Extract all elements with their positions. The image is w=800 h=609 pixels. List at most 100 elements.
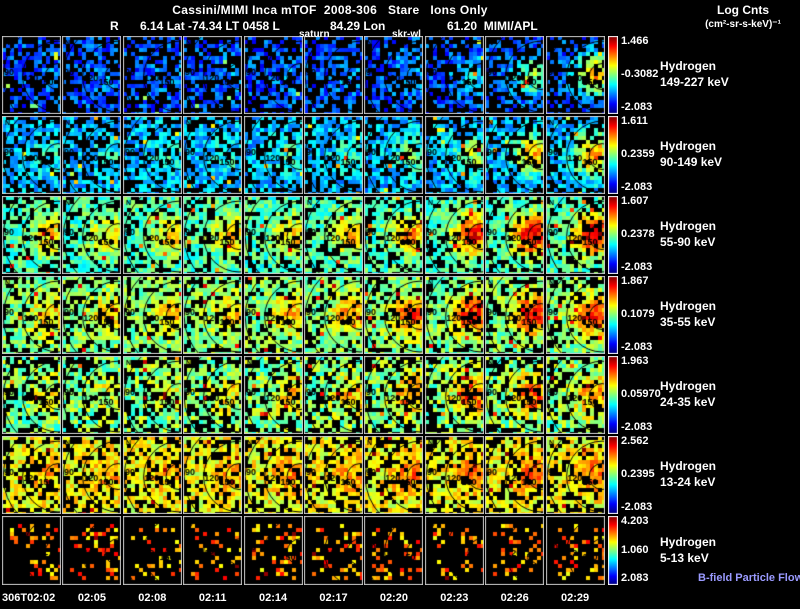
heatmap-panel <box>243 436 303 514</box>
heatmap-panel <box>364 36 424 114</box>
row-label-energy: 5-13 keV <box>660 550 709 565</box>
heatmap-panel <box>424 196 484 274</box>
heatmap-panel <box>485 356 545 434</box>
colorbar <box>608 516 618 585</box>
heatmap-panel <box>364 116 424 194</box>
heatmap-panel <box>243 36 303 114</box>
colorbar-max-label: 2.562 <box>621 435 649 447</box>
heatmap-panel <box>2 436 61 514</box>
row-label: Hydrogen 90-149 keV <box>660 138 722 170</box>
colorbar <box>608 116 618 194</box>
heatmap-panel <box>364 356 424 434</box>
row-label-species: Hydrogen <box>660 379 717 393</box>
heatmap-panel <box>485 276 545 354</box>
heatmap-panel <box>122 36 182 114</box>
colorbar-max-label: 1.963 <box>621 355 649 367</box>
row-label: Hydrogen 35-55 keV <box>660 298 716 330</box>
heatmap-panel <box>485 196 545 274</box>
heatmap-panel <box>2 36 61 114</box>
heatmap-panel <box>424 116 484 194</box>
colorbar-mid-label: 0.05970 <box>621 388 661 400</box>
row-label-energy: 90-149 keV <box>660 155 723 169</box>
heatmap-panel <box>424 436 484 514</box>
heatmap-panel <box>545 436 605 514</box>
colorbar-min-label: -2.083 <box>621 181 653 193</box>
heatmap-panel <box>2 276 61 354</box>
row-label: Hydrogen 5-13 keV <box>660 534 716 566</box>
heatmap-panel <box>243 196 303 274</box>
overlay-label-saturn: saturn <box>299 29 330 40</box>
page-title: Cassini/MIMI Inca mTOF 2008-306 Stare Io… <box>172 3 488 17</box>
heatmap-panel <box>424 276 484 354</box>
row-label-energy: 149-227 keV <box>660 75 729 89</box>
colorbar <box>608 436 618 514</box>
heatmap-panel <box>545 276 605 354</box>
heatmap-panel <box>545 116 605 194</box>
heatmap-panel <box>2 356 61 434</box>
heatmap-panel <box>183 276 243 354</box>
heatmap-panel <box>485 36 545 114</box>
row-label: Hydrogen 13-24 keV <box>660 458 716 490</box>
heatmap-panel <box>62 436 122 514</box>
page-subtitle-part: 84.29 Lon <box>330 19 386 33</box>
heatmap-panel <box>364 196 424 274</box>
row-label: Hydrogen 149-227 keV <box>660 58 729 90</box>
row-label-energy: 55-90 keV <box>660 235 716 249</box>
heatmap-panel <box>2 516 61 585</box>
row-label-species: Hydrogen <box>660 299 717 313</box>
heatmap-panel <box>364 276 424 354</box>
colorbar-min-label: -2.083 <box>621 101 653 113</box>
heatmap-panel <box>364 436 424 514</box>
colorbar-min-label: -2.083 <box>621 261 653 273</box>
legend-title: Log Cnts <box>717 3 769 17</box>
heatmap-panel <box>62 356 122 434</box>
row-label-species: Hydrogen <box>660 219 717 233</box>
row-label-energy: 13-24 keV <box>660 475 716 489</box>
heatmap-panel <box>304 36 363 114</box>
colorbar-min-label: -2.083 <box>621 421 653 433</box>
colorbar-mid-label: 0.2359 <box>621 148 655 160</box>
heatmap-panel <box>424 356 484 434</box>
heatmap-panel <box>183 196 243 274</box>
row-label-species: Hydrogen <box>660 59 717 73</box>
heatmap-panel <box>243 276 303 354</box>
time-tick-label: 02:20 <box>379 592 408 604</box>
overlay-label-skr-wl: skr-wl <box>392 29 421 40</box>
heatmap-panel <box>304 356 363 434</box>
bfield-flow-label: B-field Particle Flow <box>698 572 800 584</box>
colorbar-max-label: 1.607 <box>621 195 649 207</box>
row-label-energy: 24-35 keV <box>660 395 716 409</box>
heatmap-panel <box>122 116 182 194</box>
heatmap-panel <box>485 116 545 194</box>
time-tick-label: 02:11 <box>198 592 227 604</box>
heatmap-panel <box>183 516 243 585</box>
heatmap-panel <box>243 516 303 585</box>
colorbar-mid-label: 0.2395 <box>621 468 655 480</box>
heatmap-panel <box>183 116 243 194</box>
colorbar-mid-label: 0.1079 <box>621 308 655 320</box>
time-tick-label: 02:05 <box>77 592 106 604</box>
heatmap-panel <box>545 356 605 434</box>
time-tick-label: 306T02:02 <box>2 592 56 604</box>
heatmap-panel <box>424 516 484 585</box>
time-tick-label: 02:17 <box>319 592 348 604</box>
colorbar <box>608 356 618 434</box>
row-label-species: Hydrogen <box>660 459 717 473</box>
colorbar-max-label: 1.867 <box>621 275 649 287</box>
page-subtitle-part: R <box>110 19 119 33</box>
heatmap-panel <box>122 516 182 585</box>
colorbar <box>608 276 618 354</box>
heatmap-panel <box>243 116 303 194</box>
colorbar <box>608 196 618 274</box>
heatmap-panel <box>183 356 243 434</box>
colorbar-mid-label: 0.2378 <box>621 228 655 240</box>
row-label-species: Hydrogen <box>660 534 717 549</box>
heatmap-panel <box>122 196 182 274</box>
page-subtitle-part: 6.14 Lat -74.34 LT 0458 L <box>140 19 280 33</box>
page-subtitle-part: 61.20 MIMI/APL <box>447 19 538 33</box>
heatmap-panel <box>545 36 605 114</box>
heatmap-panel <box>122 276 182 354</box>
colorbar-min-label: -2.083 <box>621 501 653 513</box>
time-tick-label: 02:23 <box>440 592 469 604</box>
